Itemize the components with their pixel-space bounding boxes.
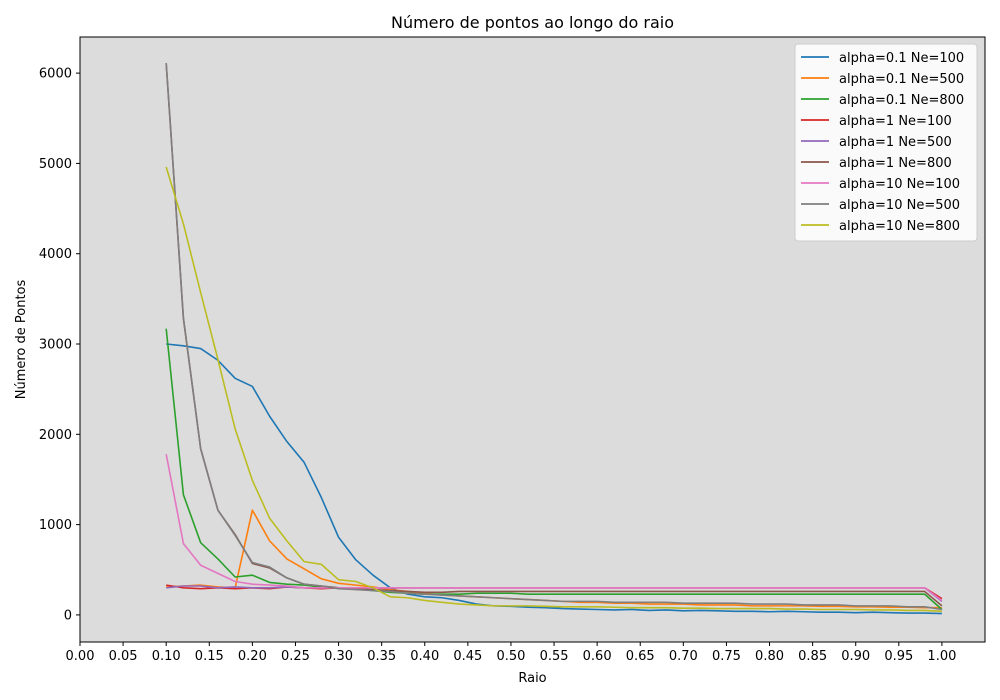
x-tick-label: 0.35 <box>367 649 396 664</box>
x-tick-label: 0.85 <box>798 649 827 664</box>
y-tick-label: 5000 <box>39 157 72 172</box>
x-tick-label: 0.60 <box>583 649 612 664</box>
legend-item-label: alpha=0.1 Ne=800 <box>839 93 964 108</box>
x-tick-label: 0.20 <box>238 649 267 664</box>
legend-item-label: alpha=0.1 Ne=100 <box>839 51 964 66</box>
series-line-6 <box>165 454 943 602</box>
x-tick-label: 0.75 <box>712 649 741 664</box>
x-tick-label: 1.00 <box>927 649 956 664</box>
y-axis-label: Número de Pontos <box>14 280 29 400</box>
y-tick-label: 6000 <box>39 67 72 82</box>
y-tick-label: 1000 <box>39 518 72 533</box>
x-tick-label: 0.80 <box>755 649 784 664</box>
series-layer <box>165 63 943 615</box>
x-tick-label: 0.95 <box>884 649 913 664</box>
y-tick-label: 4000 <box>39 247 72 262</box>
x-tick-label: 0.65 <box>626 649 655 664</box>
x-tick-label: 0.30 <box>324 649 353 664</box>
legend-item-label: alpha=1 Ne=500 <box>839 135 952 150</box>
legend-item-label: alpha=1 Ne=100 <box>839 114 952 129</box>
legend-item-label: alpha=0.1 Ne=500 <box>839 72 964 87</box>
x-tick-label: 0.10 <box>152 649 181 664</box>
x-tick-label: 0.15 <box>195 649 224 664</box>
plot-frame <box>79 36 986 643</box>
y-axis: 0 1000 2000 3000 4000 5000 6000 <box>39 67 80 623</box>
legend-item-label: alpha=10 Ne=800 <box>839 219 960 234</box>
chart-title: Número de pontos ao longo do raio <box>391 13 674 32</box>
series-line-2 <box>165 328 943 611</box>
legend-box <box>794 43 978 242</box>
x-tick-label: 0.05 <box>109 649 138 664</box>
y-tick-label: 0 <box>64 608 72 623</box>
x-tick-label: 0.25 <box>281 649 310 664</box>
legend: alpha=0.1 Ne=100 alpha=0.1 Ne=500 alpha=0.… <box>794 43 978 242</box>
x-tick-label: 0.70 <box>669 649 698 664</box>
x-tick-label: 0.40 <box>410 649 439 664</box>
legend-item-label: alpha=10 Ne=100 <box>839 177 960 192</box>
x-tick-label: 0.50 <box>496 649 525 664</box>
x-axis: 0.00 0.05 0.10 0.15 0.20 0.25 0.30 0.35 0.40 0.45… <box>66 642 956 664</box>
x-axis-label: Raio <box>518 671 546 686</box>
series-line-7 <box>165 63 943 611</box>
x-tick-label: 0.90 <box>841 649 870 664</box>
y-tick-label: 2000 <box>39 428 72 443</box>
series-line-8 <box>165 166 942 613</box>
x-tick-label: 0.55 <box>540 649 569 664</box>
x-tick-label: 0.00 <box>66 649 95 664</box>
y-tick-label: 3000 <box>39 338 72 353</box>
legend-item-label: alpha=10 Ne=500 <box>839 198 960 213</box>
legend-item-label: alpha=1 Ne=800 <box>839 156 952 171</box>
x-tick-label: 0.45 <box>453 649 482 664</box>
series-line-0 <box>166 343 942 615</box>
